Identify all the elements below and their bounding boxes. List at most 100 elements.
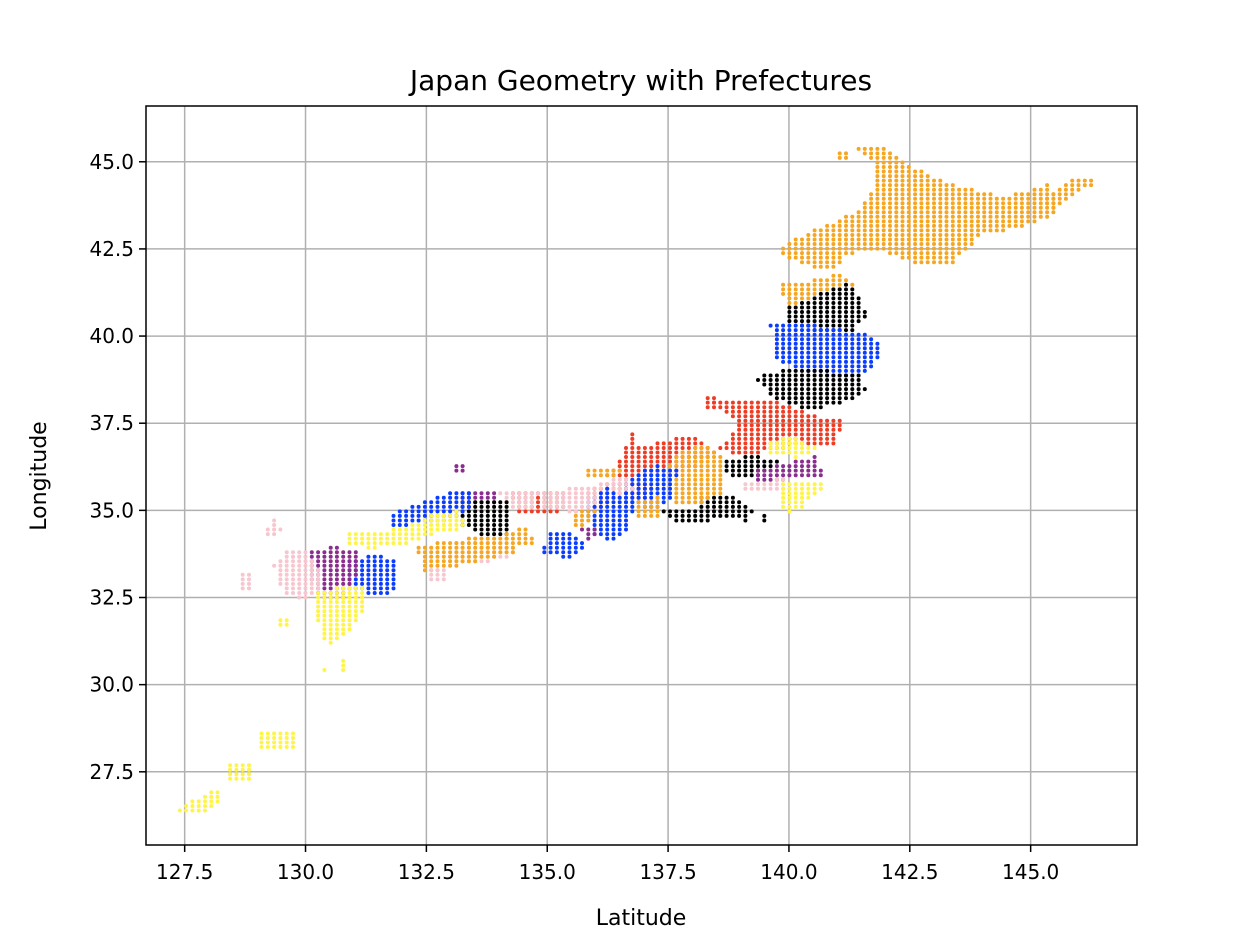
data-point	[900, 242, 905, 246]
data-point	[787, 328, 792, 333]
data-point	[316, 581, 321, 586]
data-point	[831, 255, 836, 260]
data-point	[422, 518, 427, 523]
data-point	[919, 178, 924, 183]
data-point	[712, 464, 716, 469]
data-point	[630, 455, 635, 459]
data-point	[976, 205, 980, 210]
data-point	[787, 310, 792, 314]
data-point	[812, 332, 817, 337]
data-point	[360, 559, 365, 564]
data-point	[479, 500, 484, 505]
data-point	[963, 196, 968, 201]
data-point	[806, 282, 811, 287]
data-point	[800, 378, 804, 382]
data-point	[435, 527, 440, 532]
data-point	[636, 477, 641, 482]
data-point	[800, 287, 804, 292]
data-point	[800, 396, 804, 401]
data-point	[906, 255, 911, 260]
data-point	[831, 350, 836, 355]
data-point	[950, 246, 955, 251]
data-point	[372, 591, 377, 595]
y-tick-label: 32.5	[89, 586, 134, 610]
data-point	[378, 554, 383, 559]
data-point	[793, 504, 798, 509]
data-point	[624, 509, 628, 514]
data-point	[341, 572, 346, 577]
data-point	[787, 436, 792, 441]
data-point	[900, 165, 905, 169]
data-point	[504, 500, 509, 505]
data-point	[950, 223, 955, 228]
data-point	[831, 287, 836, 292]
data-point	[850, 305, 855, 310]
data-point	[297, 550, 302, 555]
data-point	[850, 291, 855, 296]
data-point	[316, 559, 321, 564]
data-point	[1013, 223, 1018, 228]
data-point	[642, 464, 647, 469]
data-point	[429, 563, 434, 568]
data-point	[661, 477, 666, 482]
data-point	[913, 201, 918, 206]
data-point	[850, 242, 855, 246]
data-point	[774, 328, 779, 333]
data-point	[328, 600, 333, 604]
data-point	[906, 237, 911, 242]
data-point	[429, 550, 434, 555]
data-point	[818, 418, 823, 423]
data-point	[806, 400, 811, 405]
data-point	[774, 355, 779, 360]
data-point	[812, 405, 817, 410]
data-point	[800, 291, 804, 296]
data-point	[454, 563, 459, 568]
data-point	[831, 233, 836, 237]
data-point	[768, 405, 773, 410]
data-point	[800, 482, 804, 487]
data-point	[925, 242, 930, 246]
data-point	[724, 509, 729, 514]
data-point	[793, 387, 798, 392]
data-point	[806, 310, 811, 314]
data-point	[925, 255, 930, 260]
data-point	[611, 500, 616, 505]
data-point	[963, 192, 968, 197]
data-point	[812, 355, 817, 360]
data-point	[850, 373, 855, 378]
data-point	[768, 482, 773, 487]
data-point	[1089, 183, 1094, 188]
data-point	[825, 242, 830, 246]
data-point	[347, 532, 352, 537]
data-point	[831, 432, 836, 437]
data-point	[888, 237, 892, 242]
data-point	[322, 581, 327, 586]
data-point	[818, 278, 823, 283]
data-point	[410, 509, 415, 514]
data-point	[825, 441, 830, 446]
data-point	[504, 536, 509, 541]
data-point	[247, 586, 251, 591]
data-point	[730, 446, 735, 450]
data-point	[410, 532, 415, 537]
data-point	[542, 500, 547, 505]
data-point	[554, 500, 559, 505]
data-point	[793, 473, 798, 478]
data-point	[309, 550, 314, 555]
data-point	[510, 550, 515, 555]
data-point	[831, 400, 836, 405]
data-point	[856, 305, 861, 310]
data-point	[888, 160, 892, 165]
data-point	[762, 373, 767, 378]
data-point	[598, 486, 603, 491]
data-point	[781, 396, 786, 401]
data-point	[699, 455, 704, 459]
data-point	[322, 636, 327, 641]
data-point	[391, 541, 396, 546]
data-point	[680, 441, 685, 446]
data-point	[988, 201, 993, 206]
x-tick-label: 137.5	[639, 860, 696, 884]
data-point	[837, 368, 842, 373]
data-point	[743, 455, 748, 459]
data-point	[479, 541, 484, 546]
